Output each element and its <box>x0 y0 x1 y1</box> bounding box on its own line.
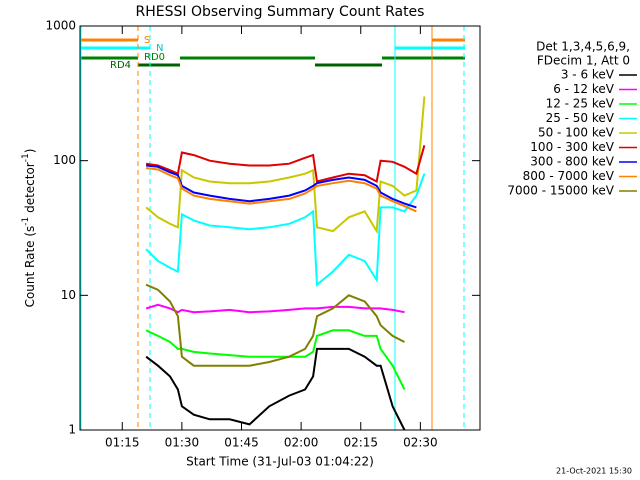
legend-label: 25 - 50 keV <box>546 111 615 125</box>
legend-label: 7000 - 15000 keV <box>507 184 614 198</box>
legend-label: 50 - 100 keV <box>538 126 615 140</box>
legend-label: 3 - 6 keV <box>561 68 615 82</box>
status-label: N <box>156 43 163 54</box>
series-line <box>145 173 426 287</box>
series-line <box>145 347 406 431</box>
x-tick-label: 01:15 <box>105 436 140 450</box>
x-tick-label: 02:15 <box>343 436 378 450</box>
status-bars <box>80 38 465 67</box>
y-tick-label: 10 <box>61 288 76 302</box>
x-tick-label: 01:30 <box>165 436 200 450</box>
series-line <box>145 283 405 367</box>
x-tick-label: 01:45 <box>224 436 259 450</box>
y-tick-label: 100 <box>53 153 76 167</box>
legend-label: 100 - 300 keV <box>530 140 614 154</box>
y-label-part: Count Rate (s <box>23 226 37 308</box>
y-tick-label: 1000 <box>45 19 76 33</box>
event-lines <box>80 26 465 430</box>
series-line <box>145 96 426 235</box>
y-label-part: ) <box>23 149 37 154</box>
footer: 21-Oct-2021 15:30 <box>556 467 632 476</box>
series-line <box>145 303 405 314</box>
x-tick-label: 02:00 <box>284 436 319 450</box>
y-label-part: detector <box>23 162 37 217</box>
legend-label: 12 - 25 keV <box>546 97 615 111</box>
y-axis-label: Count Rate (s-1 detector-1) <box>21 149 37 308</box>
series-line <box>145 145 426 184</box>
legend-label: 6 - 12 keV <box>553 82 615 96</box>
status-label: S <box>144 35 150 46</box>
x-tick-label: 02:30 <box>403 436 438 450</box>
series-line <box>145 167 417 213</box>
y-tick-label: 1 <box>68 423 76 437</box>
series-line <box>145 164 417 209</box>
status-label: RD4 <box>110 60 131 71</box>
legend-label: 300 - 800 keV <box>530 155 614 169</box>
y-label-part: -1 <box>21 217 31 226</box>
legend-title: Det 1,3,4,5,6,9, <box>536 40 630 54</box>
plot-frame <box>79 25 481 431</box>
x-axis-label: Start Time (31-Jul-03 01:04:22) <box>186 455 374 469</box>
y-label-part: -1 <box>21 153 31 162</box>
status-label: RD0 <box>144 52 165 63</box>
legend-label: 800 - 7000 keV <box>523 169 615 183</box>
chart-title: RHESSI Observing Summary Count Rates <box>136 4 425 20</box>
legend-title: FDecim 1, Att 0 <box>537 54 630 68</box>
